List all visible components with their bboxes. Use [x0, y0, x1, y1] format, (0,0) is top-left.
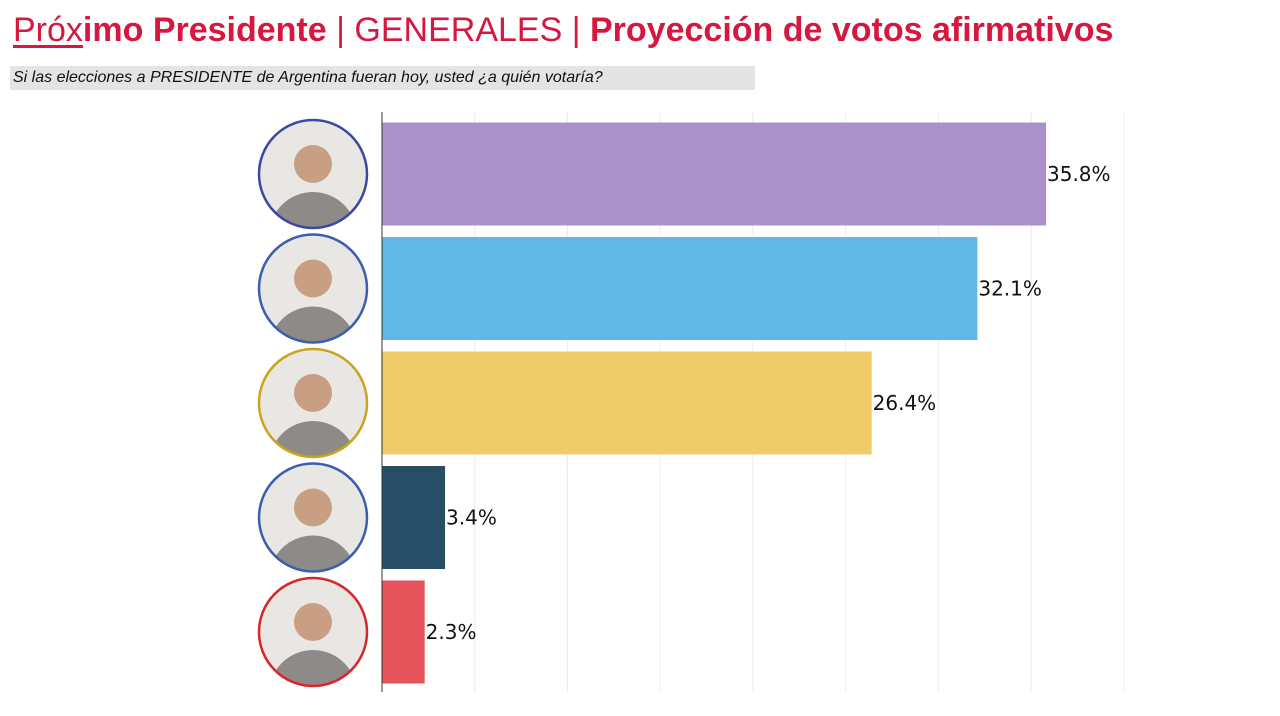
value-label-candidate-1: 35.8%: [1047, 162, 1111, 186]
avatars: [257, 118, 369, 688]
bar-candidate-2: [382, 237, 978, 340]
bars: [382, 122, 1046, 684]
title-separator-2: |: [562, 11, 590, 49]
candidate-5-photo: [257, 576, 369, 688]
title-part3: Proyección de votos afirmativos: [590, 11, 1114, 49]
bar-candidate-5: [382, 580, 425, 684]
title-part1-rest: imo Presidente: [82, 11, 327, 49]
value-label-candidate-5: 2.3%: [426, 620, 477, 644]
candidate-3-photo: [257, 347, 369, 459]
bar-candidate-1: [382, 122, 1046, 226]
candidate-2-photo: [257, 233, 369, 344]
candidate-4-photo: [257, 462, 369, 573]
chart-subtitle: Si las elecciones a PRESIDENTE de Argent…: [10, 66, 755, 90]
chart-title: Próximo Presidente | GENERALES | Proyecc…: [13, 8, 1113, 52]
title-part2: GENERALES: [354, 11, 563, 49]
value-label-candidate-4: 3.4%: [446, 506, 497, 530]
value-labels: 35.8% 32.1% 26.4% 3.4% 2.3%: [426, 162, 1111, 644]
bar-candidate-4: [382, 466, 446, 569]
candidate-1-photo: [257, 118, 369, 230]
bar-candidate-3: [382, 351, 872, 455]
title-separator-1: |: [326, 11, 355, 49]
title-part1-underlined: Próx: [13, 11, 83, 49]
value-label-candidate-2: 32.1%: [978, 277, 1042, 301]
value-label-candidate-3: 26.4%: [873, 391, 937, 415]
